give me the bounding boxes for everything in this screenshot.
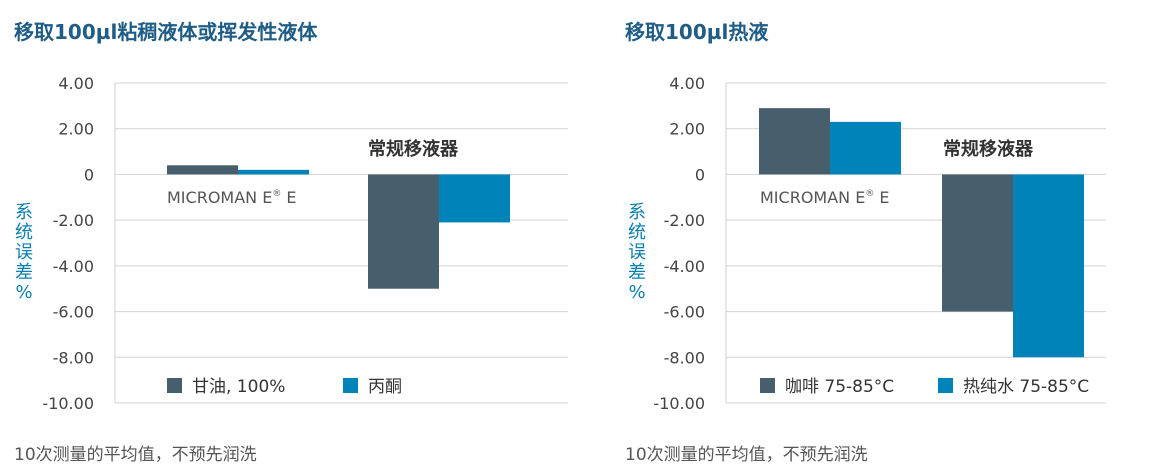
- left-y-axis-label-char: 系: [15, 202, 33, 223]
- left-y-axis-label: 系 统 误 差 %: [13, 203, 35, 303]
- right-category-label-tail: E: [874, 188, 889, 207]
- left-legend-swatch: [343, 378, 358, 393]
- right-y-axis-label-char: 误: [628, 242, 646, 263]
- left-bar: [238, 169, 309, 175]
- right-y-tick-label: 2.00: [669, 120, 705, 139]
- left-legend-swatch: [167, 378, 182, 393]
- right-y-axis-label-char: 系: [628, 202, 646, 223]
- left-bar-chart: 4.00 2.00 0 -2.00 -4.00 -6.00 -8.00 -10.00 MICRO…: [42, 74, 568, 413]
- right-bar-chart: 4.00 2.00 0 -2.00 -4.00 -6.00 -8.00 -10.00 MICRO…: [653, 74, 1106, 413]
- right-y-tick-label: -2.00: [664, 211, 705, 230]
- left-y-axis-label-char: 统: [15, 222, 33, 243]
- left-category-label: MICROMAN E® E: [167, 188, 297, 207]
- right-category-label: MICROMAN E® E: [760, 188, 890, 207]
- left-y-tick-label: -8.00: [53, 348, 94, 367]
- right-legend-label: 热纯水 75-85°C: [963, 377, 1089, 397]
- right-y-axis-label: 系 统 误 差 %: [626, 203, 648, 303]
- left-y-tick-label: -10.00: [42, 394, 94, 413]
- right-y-tick-label: -6.00: [664, 303, 705, 322]
- left-y-axis-label-char: 差: [15, 262, 33, 283]
- left-y-tick-label: -2.00: [53, 211, 94, 230]
- left-chart-panel: 移取100µl粘稠液体或挥发性液体 系 统 误 差 % 4.00 2.00 0 -2.…: [13, 20, 568, 465]
- left-y-axis-label-char: %: [15, 282, 33, 303]
- right-bar: [830, 121, 901, 175]
- right-category-label: 常规移液器: [943, 138, 1034, 160]
- right-bar: [1013, 174, 1084, 358]
- left-bar: [439, 174, 510, 223]
- left-y-tick-label: 2.00: [58, 120, 94, 139]
- right-y-tick-label: -4.00: [664, 257, 705, 276]
- right-y-axis-label-char: 统: [628, 222, 646, 243]
- left-y-tick-label: 0: [84, 165, 94, 184]
- left-y-tick-label: -4.00: [53, 257, 94, 276]
- right-legend-swatch: [938, 378, 953, 393]
- left-category-label-mark: ®: [272, 189, 281, 199]
- left-legend-label: 甘油, 100%: [192, 377, 285, 397]
- left-category-label-tail: E: [281, 188, 296, 207]
- right-y-tick-label: -10.00: [653, 394, 705, 413]
- right-bar: [759, 108, 830, 175]
- left-bar: [368, 174, 439, 289]
- left-y-tick-label: 4.00: [58, 74, 94, 93]
- left-category-label: 常规移液器: [368, 138, 459, 160]
- right-legend-label: 咖啡 75-85°C: [785, 377, 894, 397]
- left-chart-title: 移取100µl粘稠液体或挥发性液体: [14, 20, 318, 44]
- right-chart-panel: 移取100µl热液 系 统 误 差 % 4.00 2.00 0 -2.00 -4.00 -…: [610, 0, 1156, 475]
- right-chart-title: 移取100µl热液: [625, 20, 769, 44]
- right-y-tick-label: 4.00: [669, 74, 705, 93]
- left-y-tick-label: -6.00: [53, 303, 94, 322]
- left-legend-label: 丙酮: [368, 377, 402, 397]
- right-legend-swatch: [760, 378, 775, 393]
- right-category-label-mark: ®: [865, 189, 874, 199]
- left-footnote: 10次测量的平均值，不预先润洗: [14, 445, 257, 465]
- right-footnote: 10次测量的平均值，不预先润洗: [625, 445, 868, 465]
- right-y-axis-label-char: 差: [628, 262, 646, 283]
- right-y-tick-label: 0: [695, 165, 705, 184]
- left-bar: [167, 165, 238, 175]
- right-y-axis-label-char: %: [628, 282, 646, 303]
- right-bar: [942, 174, 1013, 312]
- right-y-tick-label: -8.00: [664, 348, 705, 367]
- left-y-axis-label-char: 误: [15, 242, 33, 263]
